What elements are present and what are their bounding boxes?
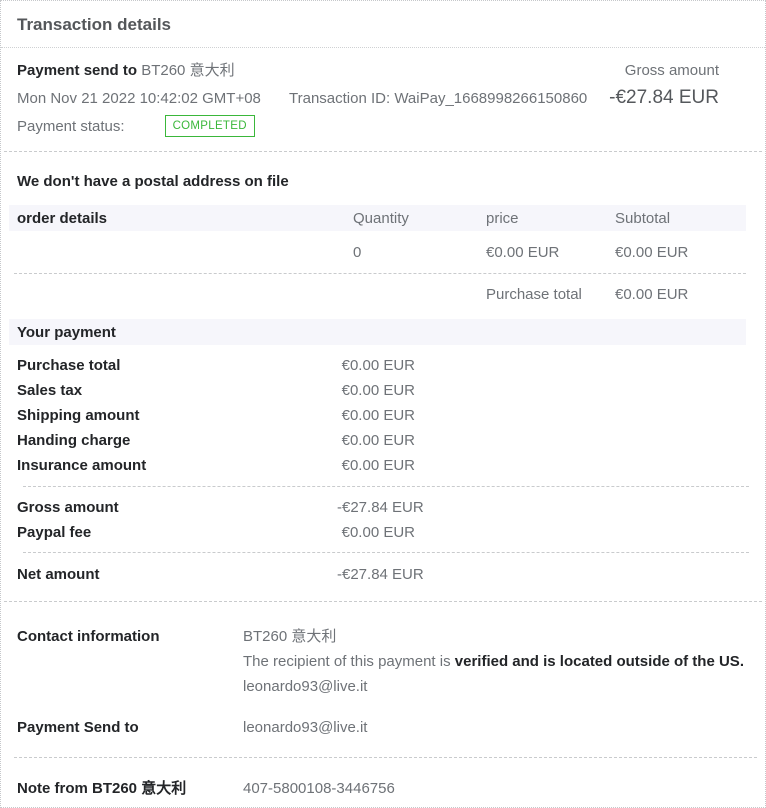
your-payment-breakdown: Purchase total €0.00 EUR Sales tax €0.00… [1,357,765,583]
divider [23,486,749,487]
order-table-row: 0 €0.00 EUR €0.00 EUR [17,231,742,273]
payment-row-paypal-fee: Paypal fee €0.00 EUR [17,524,415,541]
contact-information-row: Contact information BT260 意大利 The recipi… [17,628,749,695]
payment-send-to-email: leonardo93@live.it [243,719,368,736]
payment-row-shipping-amount: Shipping amount €0.00 EUR [17,407,415,424]
order-item-price: €0.00 EUR [486,244,560,261]
purchase-total-label: Purchase total [486,286,582,303]
column-header-quantity: Quantity [353,209,409,227]
divider [4,601,762,602]
payment-summary: Payment send to BT260 意大利 Gross amount M… [1,48,765,151]
payment-send-to-row: Payment Send to leonardo93@live.it [17,719,749,736]
payment-summary-row-1: Payment send to BT260 意大利 Gross amount [17,61,749,80]
payee-name: BT260 意大利 [141,62,235,79]
note-section: Note from BT260 意大利 407-5800108-3446756 [1,780,765,797]
note-row: Note from BT260 意大利 407-5800108-3446756 [17,780,749,797]
order-table-header-row: order details Quantity price Subtotal [9,205,746,231]
order-item-quantity: 0 [353,244,362,261]
payment-summary-row-2: Mon Nov 21 2022 10:42:02 GMT+08 Transact… [17,86,749,111]
column-header-subtotal: Subtotal [615,209,671,227]
column-header-order-details: order details [17,209,108,227]
purchase-total-value: €0.00 EUR [615,286,689,303]
your-payment-section-header: Your payment [9,319,746,345]
payment-row-gross-amount: Gross amount -€27.84 EUR [17,499,424,516]
contact-section: Contact information BT260 意大利 The recipi… [1,628,765,736]
payment-row-sales-tax: Sales tax €0.00 EUR [17,382,415,399]
contact-email: leonardo93@live.it [243,678,368,695]
order-details-table: order details Quantity price Subtotal 0 … [9,205,746,314]
transaction-date: Mon Nov 21 2022 10:42:02 GMT+08 [17,90,261,107]
purchase-total-row: Purchase total €0.00 EUR [17,274,742,314]
payment-row-net-amount: Net amount -€27.84 EUR [17,566,424,583]
status-badge: COMPLETED [164,115,255,137]
contact-information-label: Contact information [17,628,160,645]
payment-status-row: Payment status: COMPLETED [17,115,749,137]
payee-line: Payment send to BT260 意大利 [17,61,235,80]
divider [14,273,746,274]
payment-send-to-label: Payment send to [17,62,138,79]
divider [4,151,762,152]
order-item-subtotal: €0.00 EUR [615,244,689,261]
contact-name: BT260 意大利 [243,628,337,645]
payment-send-to-bottom-label: Payment Send to [17,719,139,736]
page-title: Transaction details [17,15,171,34]
gross-amount-value: -€27.84 EUR [609,87,719,108]
column-header-price: price [486,209,519,227]
divider [23,552,749,553]
gross-amount-label: Gross amount [624,62,719,79]
note-label: Note from BT260 意大利 [17,780,187,797]
payment-row-insurance-amount: Insurance amount €0.00 EUR [17,457,415,474]
recipient-verification-text: The recipient of this payment is verifie… [243,653,744,670]
payment-row-purchase-total: Purchase total €0.00 EUR [17,357,415,374]
page-header: Transaction details [1,1,765,48]
note-value: 407-5800108-3446756 [243,780,395,797]
payment-status-label: Payment status: [17,117,125,135]
your-payment-title: Your payment [17,323,116,341]
transaction-id: Transaction ID: WaiPay_1668998266150860 [289,90,588,107]
divider [14,757,757,758]
postal-address-notice: We don't have a postal address on file [17,173,289,190]
payment-row-handing-charge: Handing charge €0.00 EUR [17,432,415,449]
